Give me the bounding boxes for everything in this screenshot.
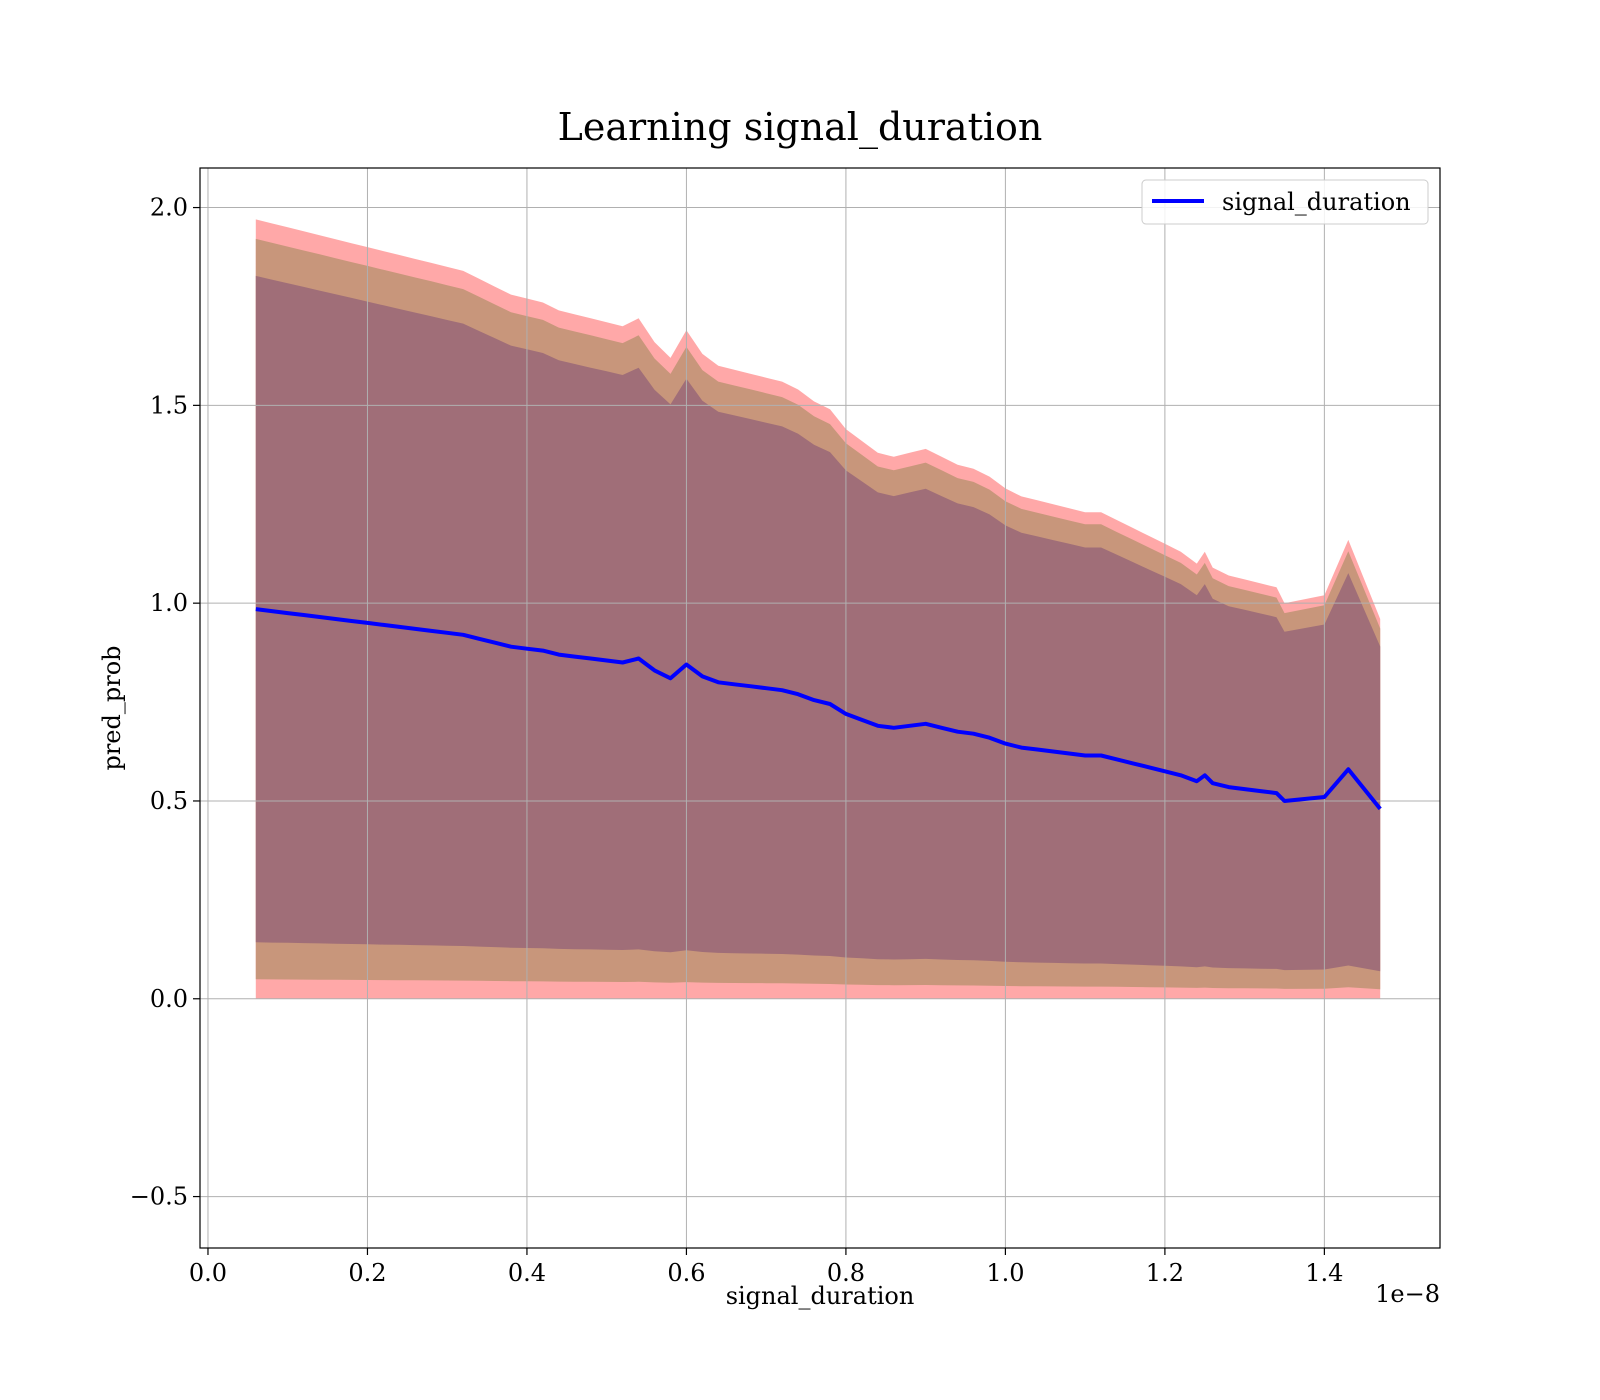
x-tick-label: 0.6 [667, 1259, 705, 1287]
y-tick-label: 0.0 [150, 985, 188, 1013]
confidence-bands [255, 219, 1381, 999]
plot-frame [199, 167, 1441, 1249]
x-tick-label: 1.2 [1146, 1259, 1184, 1287]
chart-title: Learning signal_duration [558, 105, 1043, 150]
x-axis-label: signal_duration [726, 1282, 915, 1310]
legend-entry-label: signal_duration [1222, 188, 1411, 216]
y-tick-label: 0.5 [150, 787, 188, 815]
legend-box [1141, 179, 1429, 225]
x-tick-label: 0.8 [827, 1259, 865, 1287]
x-axis-ticks: 0.0 0.2 0.4 0.6 0.8 1.0 1.2 1.4 [189, 1248, 1343, 1287]
x-tick-label: 0.2 [348, 1259, 386, 1287]
x-tick-label: 0.0 [189, 1259, 227, 1287]
y-tick-label: 1.0 [150, 589, 188, 617]
x-axis-offset-label: 1e−8 [1375, 1280, 1440, 1308]
series-lines [255, 607, 1382, 811]
grid-lines [200, 168, 1440, 1248]
band-inner [255, 275, 1381, 972]
legend: signal_duration [1141, 179, 1429, 225]
y-tick-label: 1.5 [150, 391, 188, 419]
x-tick-label: 0.4 [508, 1259, 546, 1287]
y-tick-label: 2.0 [150, 194, 188, 222]
x-tick-label: 1.0 [986, 1259, 1024, 1287]
y-tick-label: −0.5 [130, 1183, 188, 1211]
series-line-signal_duration [255, 607, 1382, 811]
y-axis-ticks: −0.5 0.0 0.5 1.0 1.5 2.0 [130, 194, 200, 1211]
x-tick-label: 1.4 [1305, 1259, 1343, 1287]
y-axis-label: pred_prob [98, 645, 126, 770]
